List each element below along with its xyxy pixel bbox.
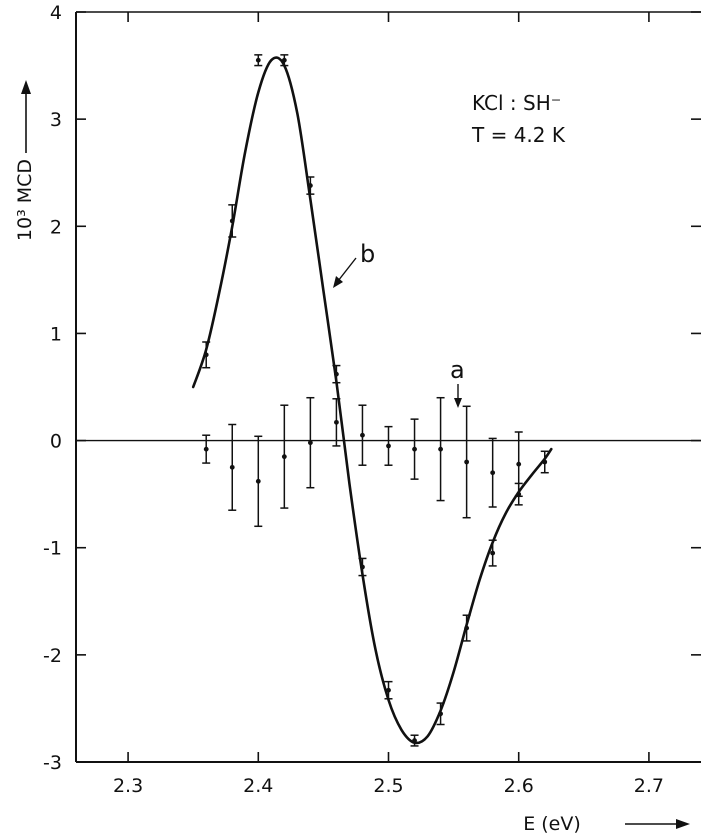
series-a-point bbox=[280, 404, 289, 509]
series-a-point bbox=[410, 418, 419, 480]
data-marker bbox=[255, 478, 261, 484]
data-marker bbox=[334, 419, 339, 425]
temperature-annotation: T = 4.2 K bbox=[471, 123, 566, 147]
axis-ticks: 2.3 2.4 2.5 2.6 2.7 -3 -2 -1 0 1 2 3 4 bbox=[43, 2, 701, 797]
series-a-label: a bbox=[450, 356, 465, 384]
data-marker bbox=[229, 464, 235, 470]
sample-annotation: KCl : SH⁻ bbox=[472, 91, 561, 115]
data-marker bbox=[307, 183, 313, 188]
data-marker bbox=[412, 738, 417, 743]
fit-curves bbox=[191, 56, 553, 745]
data-marker bbox=[360, 432, 365, 438]
plot-frame bbox=[75, 11, 701, 763]
labels: 10³ MCD E (eV) KCl : SH⁻ T = 4.2 K b a bbox=[14, 80, 690, 835]
data-marker bbox=[438, 711, 443, 717]
data-marker bbox=[203, 352, 209, 358]
x-tick-label: 2.5 bbox=[373, 775, 403, 797]
series-b-point bbox=[488, 539, 497, 567]
series-a-point bbox=[488, 437, 497, 508]
data-points bbox=[202, 54, 549, 747]
series-b-point bbox=[280, 54, 289, 67]
series-a-point bbox=[202, 434, 211, 464]
series-a-point bbox=[254, 435, 263, 528]
series-b-point bbox=[540, 450, 549, 474]
y-tick-label: 1 bbox=[50, 323, 62, 345]
data-marker bbox=[386, 687, 391, 693]
series-b-point bbox=[254, 54, 263, 67]
series-a-point bbox=[514, 431, 523, 498]
y-tick-label: 3 bbox=[50, 109, 62, 131]
y-tick-label: -1 bbox=[43, 538, 62, 560]
series-b-fit-curve bbox=[191, 56, 553, 745]
series-b-label-arrow-head bbox=[333, 276, 343, 288]
data-marker bbox=[281, 57, 287, 63]
data-marker bbox=[438, 446, 443, 452]
series-b-point bbox=[358, 557, 367, 577]
data-marker bbox=[542, 459, 548, 465]
data-marker bbox=[360, 564, 365, 570]
series-b-point bbox=[228, 204, 237, 238]
data-marker bbox=[464, 625, 470, 631]
series-b-point bbox=[332, 364, 341, 384]
x-tick-label: 2.3 bbox=[113, 775, 143, 797]
y-tick-label: -2 bbox=[43, 645, 62, 667]
data-marker bbox=[255, 57, 261, 63]
series-a-point bbox=[228, 423, 237, 511]
series-b-label: b bbox=[360, 240, 375, 268]
y-tick-label: 0 bbox=[50, 431, 62, 453]
series-b-point bbox=[410, 734, 419, 747]
series-b-point bbox=[202, 341, 211, 369]
series-a-point bbox=[306, 396, 315, 489]
x-tick-label: 2.7 bbox=[634, 775, 664, 797]
y-tick-label: 4 bbox=[50, 2, 62, 24]
x-axis-label-arrow-head bbox=[676, 819, 690, 829]
series-b-point bbox=[384, 680, 393, 700]
data-marker bbox=[307, 440, 313, 446]
series-b-point bbox=[462, 614, 471, 642]
data-marker bbox=[516, 461, 522, 467]
data-marker bbox=[490, 550, 496, 556]
data-marker bbox=[203, 446, 209, 452]
series-a-point bbox=[384, 425, 393, 466]
data-marker bbox=[412, 446, 417, 452]
data-marker bbox=[490, 470, 496, 476]
series-a-point bbox=[462, 405, 471, 519]
x-tick-label: 2.4 bbox=[243, 775, 273, 797]
series-a-point bbox=[332, 398, 341, 447]
series-b-point bbox=[436, 702, 445, 726]
data-marker bbox=[281, 454, 287, 460]
series-a-point bbox=[436, 396, 445, 502]
y-tick-label: 2 bbox=[50, 216, 62, 238]
series-b-label-arrow-line bbox=[337, 257, 357, 282]
x-axis-label: E (eV) bbox=[523, 813, 581, 835]
series-a-point bbox=[358, 404, 367, 466]
data-marker bbox=[464, 459, 470, 465]
series-a-label-arrow-head bbox=[454, 398, 462, 408]
y-tick-label: -3 bbox=[43, 752, 62, 774]
series-b-point bbox=[306, 176, 315, 195]
data-marker bbox=[334, 371, 339, 377]
data-marker bbox=[386, 443, 391, 449]
y-axis-label: 10³ MCD bbox=[14, 159, 36, 241]
x-tick-label: 2.6 bbox=[504, 775, 534, 797]
y-axis-label-arrow-head bbox=[21, 80, 31, 94]
data-marker bbox=[229, 218, 235, 224]
